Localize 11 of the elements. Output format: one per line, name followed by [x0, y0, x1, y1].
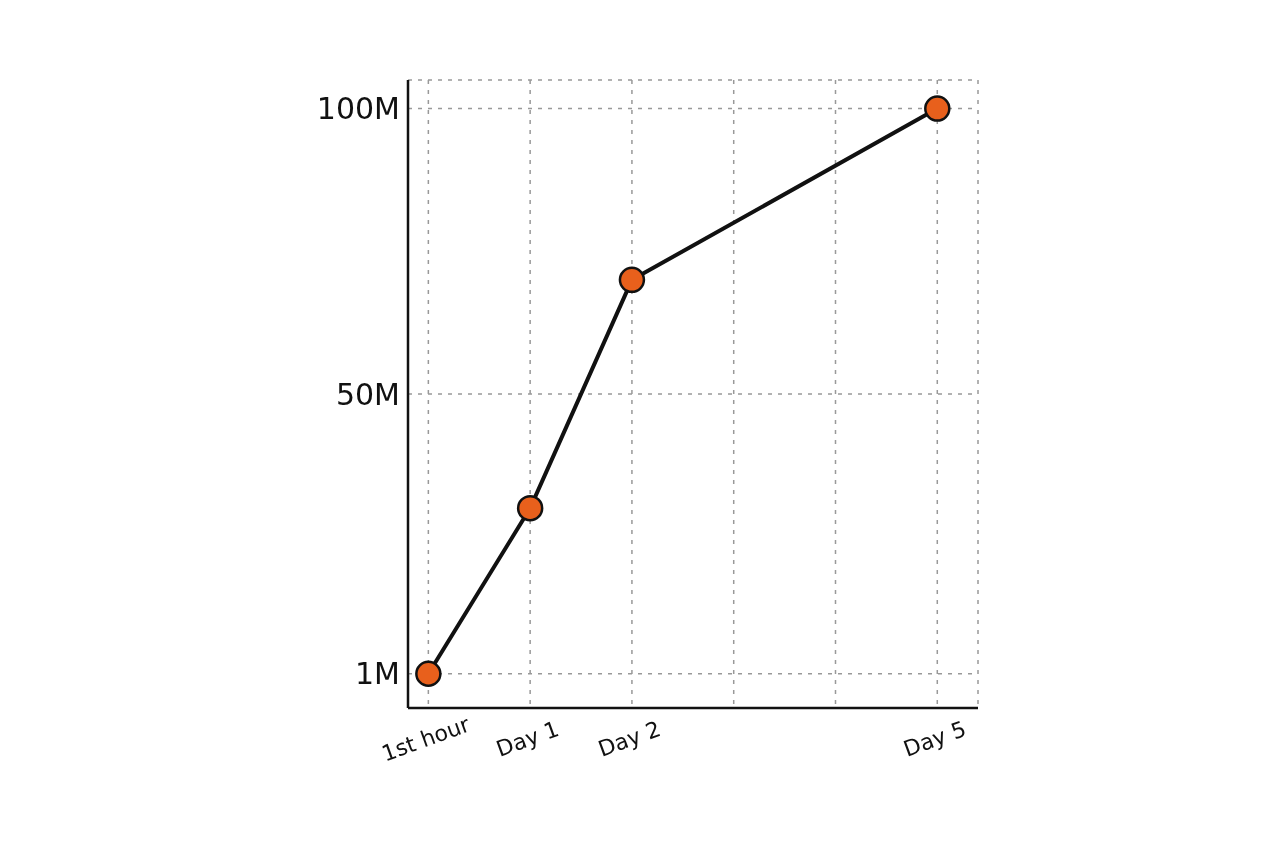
y-tick-label: 50M: [335, 376, 400, 412]
x-tick-label: Day 1: [493, 716, 563, 762]
x-tick-label: 1st hour: [378, 711, 474, 767]
point: [618, 266, 646, 294]
y-tick-label: 100M: [316, 91, 400, 127]
x-tick-label: Day 5: [900, 716, 970, 762]
y-tick-label: 1M: [355, 656, 400, 692]
point: [924, 95, 951, 122]
point: [415, 660, 442, 687]
point: [516, 494, 544, 522]
x-tick-label: Day 2: [594, 716, 664, 762]
